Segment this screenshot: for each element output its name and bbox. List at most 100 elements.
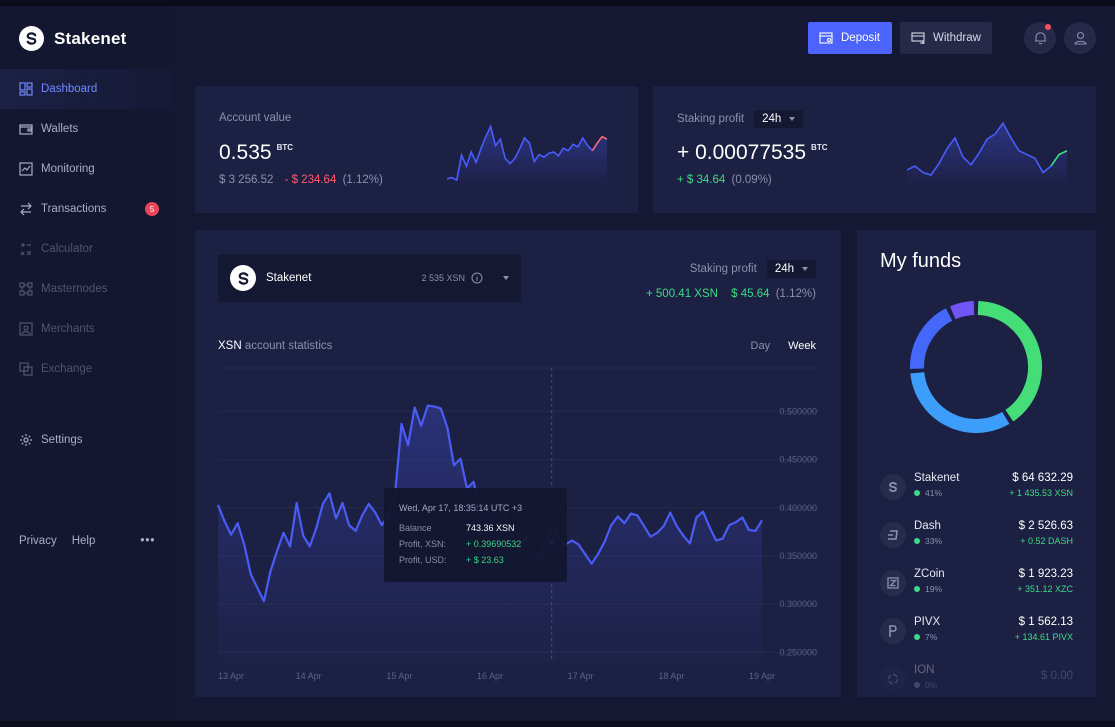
x-tick-label: 17 Apr	[568, 671, 594, 681]
sidebar-item-transactions[interactable]: Transactions 5	[0, 189, 170, 229]
coin-selector[interactable]: Stakenet 2 535 XSN	[218, 254, 521, 302]
x-tick-label: 19 Apr	[749, 671, 775, 681]
notifications-button[interactable]	[1024, 22, 1056, 54]
sidebar-item-label: Calculator	[41, 243, 93, 255]
brand-name: Stakenet	[54, 28, 127, 48]
tooltip-profit-xsn-value: + 0.39690532	[466, 539, 522, 549]
sidebar-item-label: Exchange	[41, 363, 93, 375]
status-dot	[914, 634, 920, 640]
chevron-down-icon	[802, 267, 808, 271]
help-link[interactable]: Help	[71, 535, 96, 547]
my-funds-title: My funds	[880, 250, 962, 272]
range-week-button[interactable]: Week	[788, 340, 816, 352]
sidebar-item-exchange[interactable]: Exchange	[0, 349, 170, 389]
privacy-link[interactable]: Privacy	[19, 535, 57, 547]
sidebar-item-label: Transactions	[41, 203, 107, 215]
fund-name: ION	[914, 664, 935, 676]
sparkline-line	[446, 124, 594, 182]
x-tick-label: 18 Apr	[658, 671, 684, 681]
sidebar-item-label: Wallets	[41, 123, 79, 135]
fund-change: + 351.12 XZC	[1017, 584, 1073, 594]
fund-usd: $ 0.00	[1041, 670, 1073, 682]
stakenet-logo-icon	[19, 26, 44, 51]
fund-percent-value: 19%	[925, 584, 943, 594]
info-icon[interactable]	[471, 272, 483, 284]
more-menu-button[interactable]: •••	[140, 535, 156, 547]
footer-links: Privacy Help •••	[19, 535, 155, 547]
fund-row-dash[interactable]: Dash 33% $ 2 526.63 + 0.52 DASH	[880, 518, 1073, 558]
staking-period-dropdown[interactable]: 24h	[754, 110, 804, 128]
merchants-icon	[18, 322, 33, 337]
dashboard-icon	[18, 82, 33, 97]
y-tick-label: 0.450000	[779, 455, 817, 465]
status-dot	[914, 682, 920, 688]
x-tick-label: 14 Apr	[296, 671, 322, 681]
chevron-down-icon	[503, 276, 509, 280]
fund-row-pivx[interactable]: PIVX 7% $ 1 562.13 + 134.61 PIVX	[880, 614, 1073, 654]
withdraw-button[interactable]: Withdraw	[900, 22, 992, 54]
withdraw-icon	[911, 32, 925, 44]
stats-profit-values: + 500.41 XSN $ 45.64 (1.12%)	[646, 288, 816, 300]
stakenet-icon	[880, 474, 906, 500]
stats-period-dropdown[interactable]: 24h	[766, 260, 816, 278]
y-tick-label: 0.250000	[779, 647, 817, 657]
donut-slice-dash	[910, 371, 1010, 433]
sidebar: Stakenet Dashboard Wallets Monitoring	[0, 6, 170, 721]
sidebar-item-label: Merchants	[41, 323, 95, 335]
fund-change: + 0.52 DASH	[1020, 536, 1073, 546]
profile-button[interactable]	[1064, 22, 1096, 54]
range-day-button[interactable]: Day	[750, 340, 771, 352]
stats-profit-pct: (1.12%)	[775, 288, 816, 300]
account-value-sparkline	[446, 124, 608, 188]
sidebar-item-dashboard[interactable]: Dashboard	[0, 69, 170, 109]
sidebar-item-masternodes[interactable]: Masternodes	[0, 269, 170, 309]
sidebar-item-merchants[interactable]: Merchants	[0, 309, 170, 349]
account-value-number: 0.535	[219, 141, 272, 164]
sidebar-item-calculator[interactable]: Calculator	[0, 229, 170, 269]
logo[interactable]: Stakenet	[19, 26, 126, 51]
stakenet-coin-icon	[230, 265, 256, 291]
deposit-button[interactable]: Deposit	[808, 22, 892, 54]
sidebar-item-wallets[interactable]: Wallets	[0, 109, 170, 149]
xsn-statistics-chart[interactable]: 0.500000 0.450000 0.400000 0.350000 0.300000…	[195, 230, 841, 697]
bell-icon	[1034, 32, 1046, 45]
account-statistics-card: Stakenet 2 535 XSN Staking profit 24h + …	[195, 230, 841, 697]
chart-title: XSN account statistics	[218, 340, 332, 352]
sidebar-item-label: Dashboard	[41, 83, 98, 95]
fund-name: Stakenet	[914, 472, 960, 484]
x-tick-label: 15 Apr	[386, 671, 412, 681]
fund-percent-value: 33%	[925, 536, 943, 546]
fund-percent-value: 0%	[925, 680, 938, 690]
account-value-usd: $ 3 256.52	[219, 174, 274, 186]
fund-name: Dash	[914, 520, 941, 532]
fund-usd: $ 64 632.29	[1012, 472, 1073, 484]
tooltip-profit-xsn-label: Profit, XSN:	[399, 539, 447, 549]
account-value-unit: BTC	[276, 143, 294, 152]
sparkline-line	[906, 121, 1052, 176]
zcoin-icon	[880, 570, 906, 596]
coin-name: Stakenet	[266, 272, 312, 284]
donut-slice-pivx	[950, 301, 975, 320]
app-frame: Stakenet Dashboard Wallets Monitoring	[0, 6, 1115, 721]
chart-title-coin: XSN	[218, 340, 242, 352]
fund-row-stakenet[interactable]: Stakenet 41% $ 64 632.29 + 1 435.53 XSN	[880, 470, 1073, 510]
wallet-icon	[18, 122, 33, 137]
staking-profit-number: + 0.00077535	[677, 141, 807, 164]
exchange-icon	[18, 362, 33, 377]
sidebar-item-label: Settings	[41, 434, 83, 446]
deposit-icon	[819, 32, 833, 44]
calculator-icon	[18, 242, 33, 257]
sidebar-item-settings[interactable]: Settings	[0, 420, 170, 460]
donut-slice-stakenet	[977, 301, 1042, 422]
transactions-icon	[18, 202, 33, 217]
y-tick-label: 0.350000	[779, 551, 817, 561]
tooltip-balance-value: 743.36 XSN	[466, 523, 515, 533]
fund-row-zcoin[interactable]: ZCoin 19% $ 1 923.23 + 351.12 XZC	[880, 566, 1073, 606]
sparkline-area	[907, 123, 1067, 188]
fund-row-ion[interactable]: ION 0% $ 0.00	[880, 662, 1073, 702]
x-tick-label: 13 Apr	[218, 671, 244, 681]
tooltip-date: Wed, Apr 17, 18:35:14 UTC +3	[399, 503, 523, 513]
sidebar-item-label: Monitoring	[41, 163, 95, 175]
sidebar-item-monitoring[interactable]: Monitoring	[0, 149, 170, 189]
fund-usd: $ 1 562.13	[1018, 616, 1073, 628]
